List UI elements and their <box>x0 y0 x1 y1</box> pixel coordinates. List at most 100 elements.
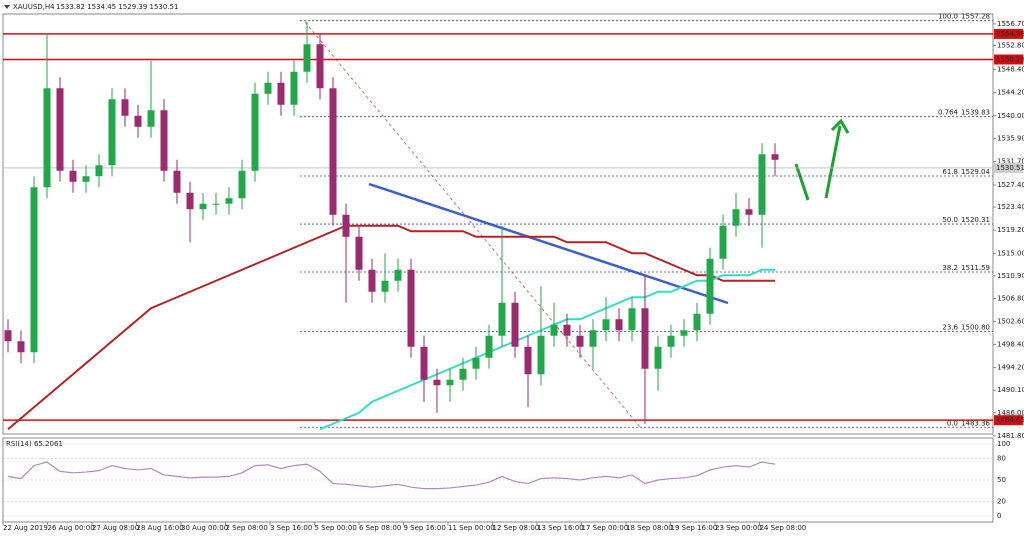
candle-body <box>43 88 51 188</box>
x-tick-label: 5 Sep 00:00 <box>315 524 357 532</box>
fib-name: 0.764 <box>938 109 959 117</box>
rsi-tick-label: 0 <box>997 512 1001 520</box>
candle-body <box>420 346 428 380</box>
fib-name: 50.0 <box>942 216 958 224</box>
candle-body <box>680 330 688 336</box>
current-price-label: 1530.51 <box>996 164 1024 172</box>
candle-body <box>667 335 675 347</box>
fib-name: 61.8 <box>942 168 958 176</box>
candle-body <box>186 192 194 210</box>
candle-body <box>173 170 181 193</box>
x-tick-label: 12 Sep 08:00 <box>493 524 540 532</box>
candle-body <box>563 324 571 336</box>
rsi-tick-label: 20 <box>997 498 1006 506</box>
rsi-tick-label: 100 <box>997 440 1010 448</box>
y-tick-label: 1486.00 <box>997 409 1024 417</box>
x-tick-label: 23 Sep 00:00 <box>715 524 762 532</box>
moving-average <box>7 224 775 431</box>
candle-body <box>485 335 493 358</box>
candle-body <box>121 99 129 116</box>
candle-body <box>303 44 311 72</box>
candle-body <box>108 99 116 166</box>
x-tick-label: 22 Aug 2019 <box>3 524 48 532</box>
y-tick-label: 1502.60 <box>997 317 1024 325</box>
candle-body <box>368 269 376 292</box>
current-price-box <box>994 162 1023 173</box>
y-tick-label: 1498.40 <box>997 341 1024 349</box>
candle-body <box>342 214 350 237</box>
candle-body <box>160 110 168 171</box>
y-tick-label: 1515.00 <box>997 249 1024 257</box>
candle-body <box>355 236 363 270</box>
x-tick-label: 26 Aug 00:00 <box>48 524 95 532</box>
candle-body <box>550 324 558 336</box>
candle-body <box>758 154 766 215</box>
x-tick-label: 6 Sep 08:00 <box>359 524 401 532</box>
candle-body <box>771 154 779 160</box>
x-tick-label: 13 Sep 16:00 <box>537 524 584 532</box>
arrow-down-stroke <box>794 163 810 201</box>
x-tick-label: 2 Sep 08:00 <box>226 524 268 532</box>
arrow-up <box>824 125 842 199</box>
candle-body <box>732 209 740 226</box>
x-tick-label: 30 Aug 00:00 <box>181 524 228 532</box>
fib-label: 1520.31 <box>961 216 990 224</box>
candle-body <box>329 88 337 215</box>
candle-body <box>30 187 38 353</box>
y-tick-label: 1552.80 <box>997 41 1024 49</box>
fib-label: 1529.04 <box>961 168 990 176</box>
x-tick-label: 27 Aug 08:00 <box>92 524 139 532</box>
y-tick-label: 1531.70 <box>997 157 1024 165</box>
x-tick-label: 9 Sep 16:00 <box>404 524 446 532</box>
y-tick-label: 1490.10 <box>997 386 1024 394</box>
x-tick-label: 18 Sep 08:00 <box>626 524 673 532</box>
y-tick-label: 1519.20 <box>997 226 1024 234</box>
level-label: 1484.65 <box>996 416 1024 424</box>
level-label: 1554.88 <box>996 30 1024 38</box>
candle-body <box>524 346 532 375</box>
fib-label: 1500.80 <box>961 323 990 331</box>
level-box <box>994 415 1023 426</box>
candle-body <box>82 176 90 182</box>
level-label: 1550.23 <box>996 55 1024 63</box>
rsi-tick-label: 80 <box>997 454 1006 462</box>
candle-body <box>706 258 714 314</box>
candle-body <box>290 71 298 105</box>
candle-body <box>394 269 402 281</box>
candle-body <box>641 308 649 369</box>
y-tick-label: 1523.40 <box>997 203 1024 211</box>
moving-average <box>319 268 775 431</box>
candle-body <box>225 198 233 204</box>
candle-body <box>628 308 636 331</box>
fib-name: 23.6 <box>942 323 958 331</box>
candle-body <box>251 93 259 171</box>
fib-label: 1557.28 <box>961 13 990 21</box>
x-tick-label: 19 Sep 16:00 <box>671 524 718 532</box>
fib-label: 1539.83 <box>961 109 990 117</box>
candle-body <box>264 82 272 94</box>
symbol-title: XAUUSD,H4 <box>13 3 55 11</box>
x-tick-label: 28 Aug 16:00 <box>137 524 184 532</box>
fib-label: 1483.36 <box>961 419 990 427</box>
candle-body <box>615 319 623 331</box>
candle-body <box>95 165 103 177</box>
x-tick-label: 11 Sep 00:00 <box>448 524 495 532</box>
candle-body <box>459 368 467 380</box>
candle-body <box>381 280 389 292</box>
y-tick-label: 1481.80 <box>997 432 1024 440</box>
fib-label: 1511.59 <box>961 264 990 272</box>
y-tick-label: 1494.20 <box>997 364 1024 372</box>
x-tick-label: 17 Sep 00:00 <box>582 524 629 532</box>
candle-body <box>576 335 584 347</box>
candle-body <box>134 115 142 127</box>
rsi-tick-label: 50 <box>997 476 1006 484</box>
arrow-head <box>830 118 850 134</box>
candle-body <box>602 319 610 331</box>
y-tick-label: 1544.20 <box>997 89 1024 97</box>
candle-body <box>17 341 25 353</box>
candle-body <box>69 170 77 182</box>
candle-body <box>446 379 454 386</box>
candle-body <box>472 357 480 369</box>
